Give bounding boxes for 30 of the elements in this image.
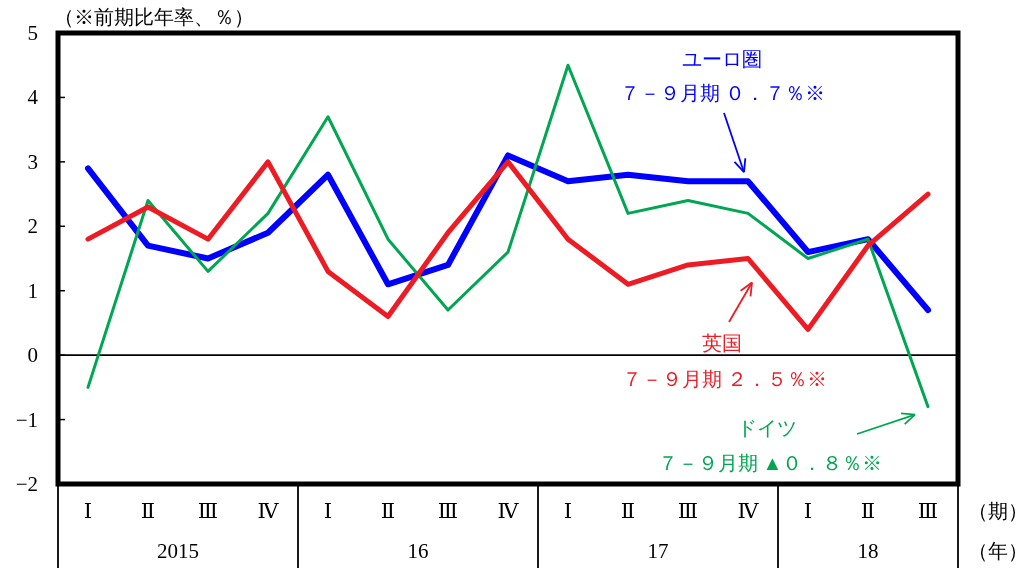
x-tick-label: Ⅱ [860,499,876,523]
x-tick-label: Ⅰ [323,499,333,523]
y-tick-label: −2 [15,472,38,496]
x-tick-label: Ⅲ [197,499,219,523]
x-tick-label: Ⅱ [140,499,156,523]
y-tick-label: 3 [27,149,38,174]
y-tick-label: 5 [27,21,38,45]
y-tick-label: 0 [27,343,38,368]
y-tick-label: 1 [27,278,38,303]
x-tick-label: Ⅰ [83,499,93,523]
x-tick-label: Ⅱ [380,499,396,523]
x-tick-label: Ⅲ [437,499,459,523]
x-tick-label: Ⅳ [257,499,280,523]
y-axis-title: （※前期比年率、％） [54,6,254,28]
text: 17 [647,539,669,563]
y-tick-label: −1 [15,407,38,432]
x-tick-label: Ⅰ [563,499,573,523]
x-tick-label: Ⅲ [917,499,939,523]
text: 2015 [157,539,199,563]
text: 18 [857,539,879,563]
y-tick-label: 2 [27,214,38,239]
y-tick-label: 4 [27,85,39,110]
x-tick-label: Ⅰ [803,499,813,523]
x-tick-label: Ⅳ [737,499,760,523]
text: 16 [407,539,429,563]
x-tick-label: Ⅳ [497,499,520,523]
x-tick-label: Ⅲ [677,499,699,523]
x-axis-title: （期） [968,500,1020,522]
text: （年） [968,540,1020,562]
x-tick-label: Ⅱ [620,499,636,523]
